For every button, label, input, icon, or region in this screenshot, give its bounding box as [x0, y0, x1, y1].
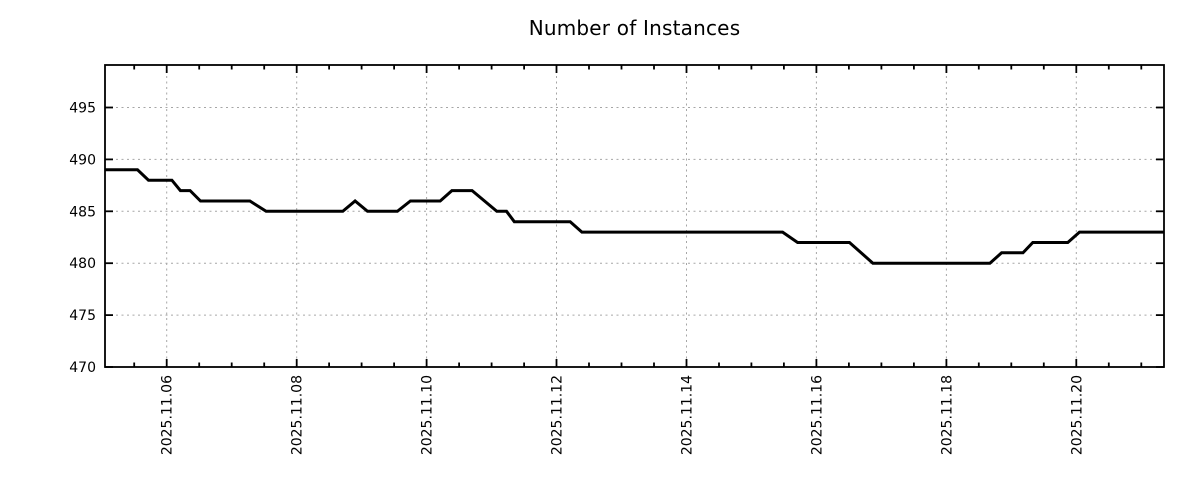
x-tick-label: 2025.11.14	[680, 375, 696, 455]
x-tick-label: 2025.11.06	[160, 375, 176, 455]
chart-title: Number of Instances	[528, 16, 741, 40]
y-tick-label: 480	[69, 256, 96, 272]
y-tick-label: 490	[69, 152, 96, 168]
x-tick-label: 2025.11.16	[809, 375, 825, 455]
x-tick-label: 2025.11.18	[939, 375, 955, 455]
y-tick-label: 475	[69, 308, 96, 324]
x-tick-label: 2025.11.10	[420, 375, 436, 455]
x-tick-label: 2025.11.20	[1069, 375, 1085, 455]
y-tick-label: 470	[69, 360, 96, 376]
x-tick-label: 2025.11.12	[550, 375, 566, 455]
y-tick-label: 495	[69, 101, 96, 117]
x-tick-label: 2025.11.08	[290, 375, 306, 455]
y-tick-label: 485	[69, 204, 96, 220]
plot-border	[104, 64, 1165, 368]
series-line-instances	[105, 168, 1164, 265]
